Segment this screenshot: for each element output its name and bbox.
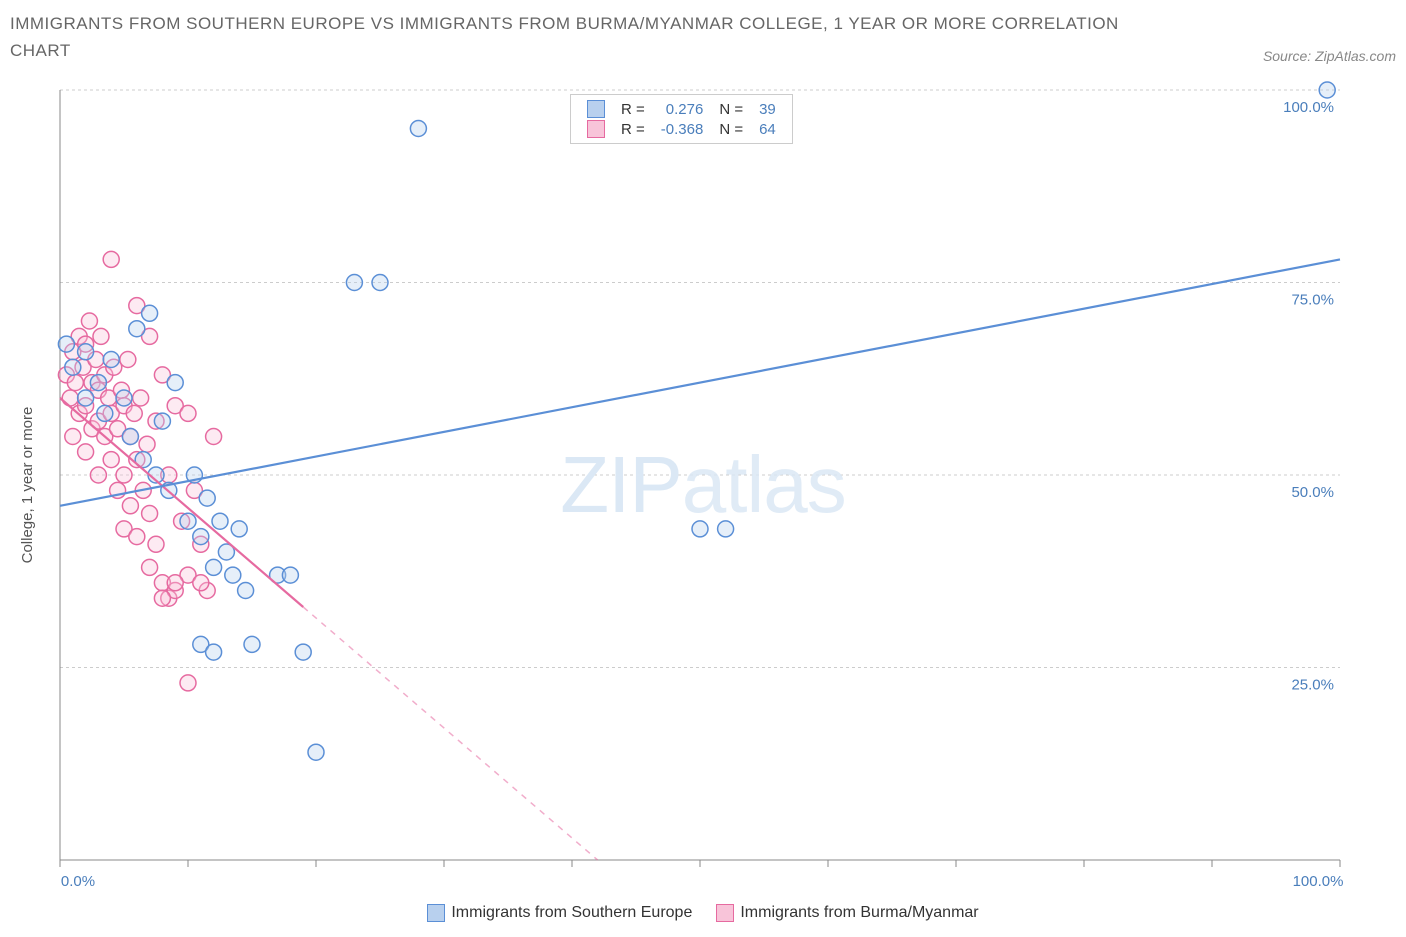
legend-row: R =-0.368N =64 bbox=[579, 119, 784, 139]
legend-r-label: R = bbox=[613, 99, 653, 119]
svg-text:50.0%: 50.0% bbox=[1291, 484, 1334, 501]
legend-swatch bbox=[587, 120, 605, 138]
series-legend: Immigrants from Southern Europe Immigrant… bbox=[10, 904, 1396, 927]
svg-text:100.0%: 100.0% bbox=[1283, 99, 1334, 116]
series-legend-item: Immigrants from Southern Europe bbox=[427, 904, 692, 922]
legend-n-label: N = bbox=[711, 99, 751, 119]
legend-n-value: 64 bbox=[751, 119, 784, 139]
series-legend-item: Immigrants from Burma/Myanmar bbox=[716, 904, 978, 922]
svg-text:0.0%: 0.0% bbox=[61, 873, 95, 890]
legend-swatch bbox=[587, 100, 605, 118]
chart-title: IMMIGRANTS FROM SOUTHERN EUROPE VS IMMIG… bbox=[10, 10, 1119, 64]
legend-swatch bbox=[427, 904, 445, 922]
svg-text:100.0%: 100.0% bbox=[1293, 873, 1344, 890]
svg-text:College, 1 year or more: College, 1 year or more bbox=[19, 407, 36, 564]
title-line-1: IMMIGRANTS FROM SOUTHERN EUROPE VS IMMIG… bbox=[10, 14, 1119, 33]
svg-text:25.0%: 25.0% bbox=[1291, 677, 1334, 694]
source-attribution: Source: ZipAtlas.com bbox=[1263, 48, 1396, 64]
legend-r-value: 0.276 bbox=[653, 99, 712, 119]
legend-r-label: R = bbox=[613, 119, 653, 139]
series-label: Immigrants from Burma/Myanmar bbox=[740, 904, 978, 922]
chart-container: ZIPatlas 25.0%50.0%75.0%100.0%0.0%100.0%… bbox=[10, 70, 1396, 900]
series-label: Immigrants from Southern Europe bbox=[451, 904, 692, 922]
correlation-table: R =0.276N =39R =-0.368N =64 bbox=[579, 99, 784, 139]
legend-swatch bbox=[716, 904, 734, 922]
legend-n-value: 39 bbox=[751, 99, 784, 119]
title-line-2: CHART bbox=[10, 41, 71, 60]
legend-r-value: -0.368 bbox=[653, 119, 712, 139]
legend-row: R =0.276N =39 bbox=[579, 99, 784, 119]
scatter-chart: 25.0% 50.0% 75.0% 100.0% 0.0% 100.0% College, … bbox=[10, 70, 1396, 900]
svg-text:75.0%: 75.0% bbox=[1291, 292, 1334, 309]
header: IMMIGRANTS FROM SOUTHERN EUROPE VS IMMIG… bbox=[10, 10, 1396, 64]
correlation-legend: R =0.276N =39R =-0.368N =64 bbox=[570, 94, 793, 144]
legend-n-label: N = bbox=[711, 119, 751, 139]
